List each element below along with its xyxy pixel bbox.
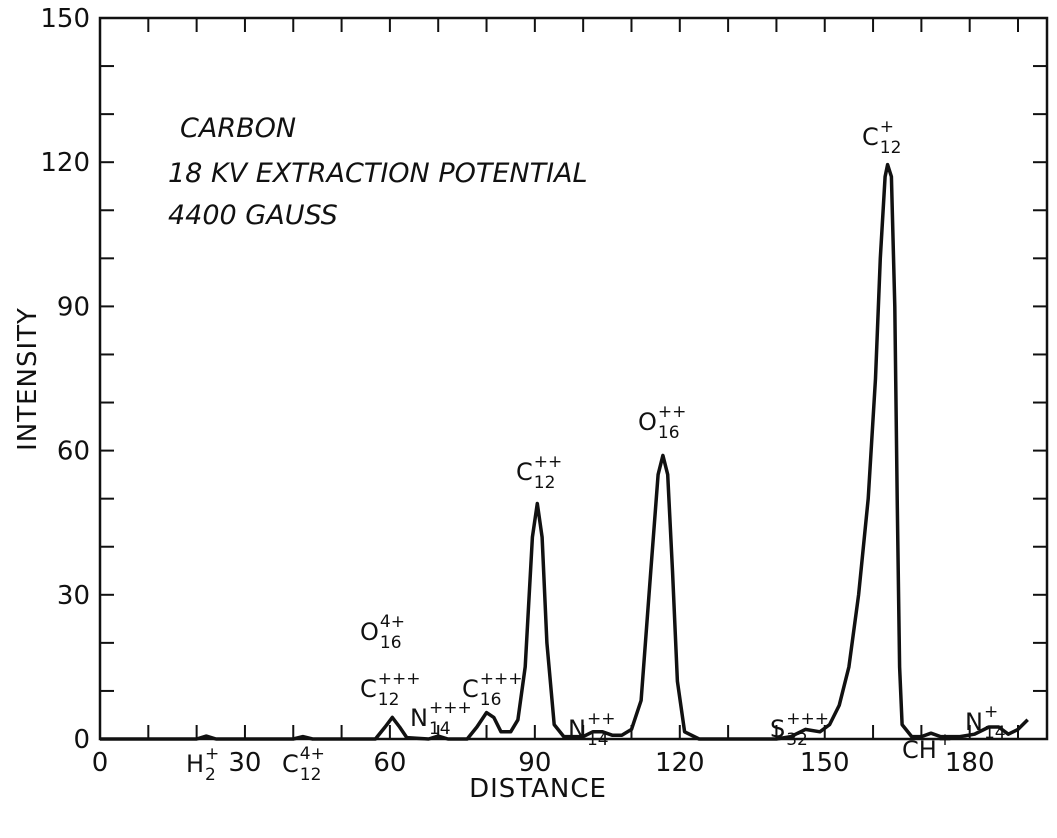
peak-label-mass: 14 [429, 719, 451, 739]
peak-label-mass: 12 [534, 473, 556, 493]
y-tick-label: 0 [73, 725, 90, 755]
peak-label-mass: 12 [378, 690, 400, 710]
y-axis-label: INTENSITY [13, 307, 43, 451]
peak-label: C [360, 675, 377, 703]
peak-label-charge: ++ [587, 709, 616, 729]
plot-frame [98, 16, 1049, 741]
note: CARBON [180, 113, 296, 144]
peak-label: N [965, 708, 983, 736]
peak-label-charge: + [205, 744, 219, 764]
x-tick-label: 180 [945, 748, 995, 778]
peak-label-mass: 32 [786, 730, 808, 750]
peak-label: S [770, 715, 785, 743]
peak-label: N [568, 715, 586, 743]
peak-label: C [462, 675, 479, 703]
x-tick-label: 30 [228, 748, 261, 778]
peak-label-mass: 12 [880, 138, 902, 158]
peak-label-charge: + [880, 117, 894, 137]
y-tick-label: 90 [57, 292, 90, 322]
x-axis-label: DISTANCE [469, 774, 607, 804]
peak-label-charge: ++ [658, 402, 687, 422]
peak-label-charge: +++ [429, 698, 472, 718]
peak-label-mass: 14 [984, 723, 1006, 743]
peak-label-mass: 14 [587, 730, 609, 750]
y-tick-label: 120 [40, 148, 90, 178]
peak-label-charge: ++ [534, 452, 563, 472]
peak-label-charge: + [984, 702, 998, 722]
peak-label-mass: 2 [205, 765, 216, 785]
peak-label-mass: 12 [300, 765, 322, 785]
y-tick-label: 30 [57, 581, 90, 611]
y-tick-label: 60 [57, 437, 90, 467]
x-tick-label: 0 [92, 748, 109, 778]
peak-label-charge: +++ [480, 669, 523, 689]
peak-label: N [410, 704, 428, 732]
peak-label-charge: +++ [378, 669, 421, 689]
peak-label: O [360, 618, 379, 646]
peak-label-charge: + [938, 730, 952, 750]
y-tick-label: 150 [40, 4, 90, 34]
peak-label-mass: 16 [380, 633, 402, 653]
x-tick-label: 60 [373, 748, 406, 778]
x-tick-label: 120 [655, 748, 705, 778]
peak-label: H [186, 750, 204, 778]
x-tick-label: 150 [800, 748, 850, 778]
peak-label-mass: 16 [658, 423, 680, 443]
peak-label: C [282, 750, 299, 778]
x-tick-label: 90 [518, 748, 551, 778]
note: 4400 GAUSS [168, 200, 338, 231]
peak-label-mass: 16 [480, 690, 502, 710]
peak-label-charge: 4+ [300, 744, 325, 764]
peak-label: C [516, 458, 533, 486]
peak-label: C [862, 123, 879, 151]
peak-label-charge: +++ [786, 709, 829, 729]
peak-label: O [638, 408, 657, 436]
note: 18 KV EXTRACTION POTENTIAL [168, 158, 588, 189]
peak-label: CH [902, 736, 937, 764]
peak-label-charge: 4+ [380, 612, 405, 632]
line-series [100, 162, 1029, 741]
